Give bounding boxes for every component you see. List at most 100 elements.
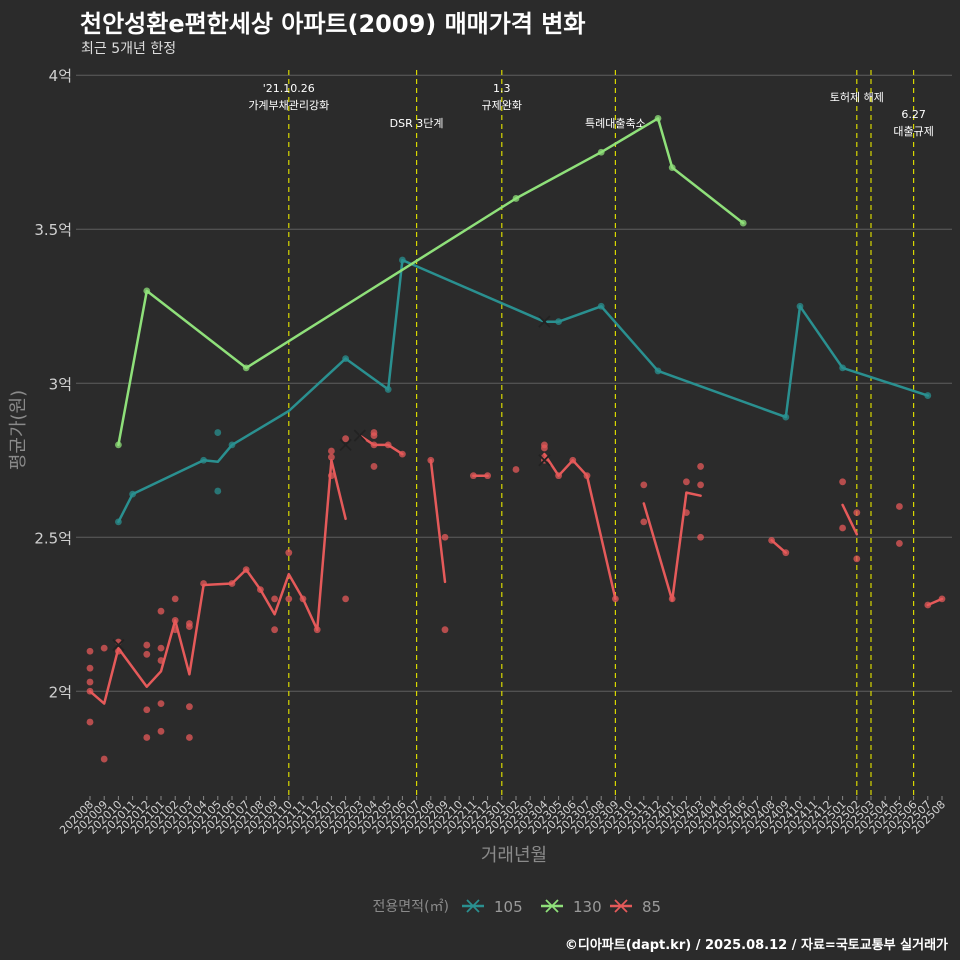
series-85-point bbox=[257, 586, 264, 594]
series-85-point bbox=[313, 626, 321, 634]
chart-caption: ©디아파트(dapt.kr) / 2025.08.12 / 자료=국토교통부 실… bbox=[564, 938, 948, 953]
series-85-point bbox=[370, 463, 378, 470]
series-85-cross-marker-stroke bbox=[538, 454, 551, 467]
legend-marker-130 bbox=[545, 899, 559, 913]
series-85-point bbox=[768, 536, 775, 544]
annotation-label: 대출규제 bbox=[893, 125, 933, 138]
series-130-point bbox=[242, 364, 250, 372]
series-85-point bbox=[853, 509, 861, 517]
chart-subtitle: 최근 5개년 한정 bbox=[81, 41, 177, 57]
series-105-point bbox=[924, 392, 932, 399]
series-105-point bbox=[654, 367, 662, 375]
series-85-cross-marker bbox=[339, 438, 352, 451]
series-85-point bbox=[342, 595, 349, 603]
series-85-point bbox=[171, 595, 179, 603]
series-85-point bbox=[441, 533, 449, 541]
y-tick-label: 2억 bbox=[49, 683, 72, 701]
series-85-point bbox=[186, 703, 193, 711]
series-85-point bbox=[86, 678, 94, 686]
series-85-point bbox=[697, 533, 704, 541]
series-85-point bbox=[157, 727, 165, 735]
series-85-point bbox=[541, 444, 548, 452]
series-85-line-segment bbox=[841, 503, 859, 536]
legend-label-105: 105 bbox=[494, 898, 523, 916]
series-85-point bbox=[328, 447, 335, 455]
legend-marker-130-stroke bbox=[545, 899, 559, 913]
series-85-cross-marker bbox=[538, 454, 551, 467]
series-85-point bbox=[200, 580, 208, 587]
y-tick-label: 2.5억 bbox=[34, 529, 72, 547]
series-85-point bbox=[853, 555, 861, 563]
series-85-point bbox=[86, 687, 94, 695]
series-85-point bbox=[370, 432, 378, 440]
series-85-point bbox=[328, 472, 335, 480]
series-85-point bbox=[384, 441, 392, 449]
series-105-point bbox=[839, 364, 846, 372]
legend-marker-85 bbox=[614, 899, 628, 913]
series-85-point bbox=[839, 524, 846, 532]
series-105-point bbox=[115, 518, 122, 526]
series-85-point bbox=[157, 607, 165, 615]
series-85-cross-marker-stroke bbox=[112, 638, 125, 652]
series-105-point bbox=[384, 386, 392, 393]
series-85-point bbox=[242, 566, 250, 574]
series-85-point bbox=[171, 626, 179, 634]
chart-title: 천안성환e편한세상 아파트(2009) 매매가격 변화 bbox=[80, 10, 586, 38]
series-85-point bbox=[299, 595, 307, 603]
series-85-point bbox=[683, 478, 690, 486]
series-130-point bbox=[115, 441, 122, 449]
series-85-line-segment bbox=[88, 459, 347, 705]
series-85-point bbox=[86, 647, 94, 655]
series-85-point bbox=[938, 595, 946, 603]
series-85-point bbox=[157, 644, 165, 652]
series-105-point bbox=[796, 302, 804, 310]
series-85-point bbox=[171, 617, 179, 624]
annotation-label: 규제완화 bbox=[482, 99, 522, 112]
series-85-point bbox=[896, 540, 903, 547]
series-105-point bbox=[342, 355, 349, 363]
series-85-point bbox=[370, 441, 378, 449]
series-85-point bbox=[697, 481, 704, 489]
series-85-point bbox=[328, 453, 335, 461]
y-tick-label: 3.5억 bbox=[34, 221, 72, 239]
series-85-line-segment bbox=[429, 459, 447, 584]
series-85-point bbox=[640, 481, 648, 489]
annotation-label: '21.10.26 bbox=[263, 82, 315, 95]
series-85-point bbox=[143, 641, 151, 649]
series-85-point bbox=[896, 503, 903, 510]
series-105-cross-marker bbox=[538, 315, 551, 328]
series-85-cross-marker bbox=[353, 429, 366, 442]
series-105-point bbox=[399, 256, 406, 264]
series-85-line-segment bbox=[358, 434, 404, 456]
legend-marker-85-stroke bbox=[614, 899, 628, 913]
y-tick-label: 4억 bbox=[49, 67, 72, 85]
series-85-point bbox=[86, 664, 94, 672]
series-105-point bbox=[200, 456, 208, 464]
series-85-point bbox=[86, 718, 94, 726]
series-105-line bbox=[117, 258, 930, 524]
series-85-point bbox=[271, 626, 278, 634]
legend-label-85: 85 bbox=[642, 898, 661, 916]
series-85-point bbox=[157, 657, 165, 664]
series-85-point bbox=[782, 549, 790, 557]
series-85-point bbox=[115, 647, 122, 655]
y-tick-label: 3억 bbox=[49, 375, 72, 393]
series-130-point bbox=[512, 195, 520, 202]
series-85-point bbox=[186, 734, 193, 741]
series-105-point bbox=[214, 487, 222, 495]
series-85-point bbox=[924, 601, 932, 609]
series-85-point bbox=[569, 456, 577, 464]
series-105-point bbox=[782, 413, 790, 421]
series-85-point bbox=[342, 435, 349, 443]
series-85-point bbox=[100, 755, 108, 763]
annotation-label: 6.27 bbox=[901, 108, 926, 121]
series-85-line-segment bbox=[543, 452, 617, 601]
series-130-line bbox=[117, 117, 745, 447]
series-85-point bbox=[640, 518, 648, 526]
annotation-label: 토허제 해제 bbox=[830, 90, 884, 104]
series-85-point bbox=[668, 595, 676, 603]
series-85-point bbox=[583, 472, 591, 480]
series-85-cross-marker-stroke bbox=[339, 438, 352, 451]
